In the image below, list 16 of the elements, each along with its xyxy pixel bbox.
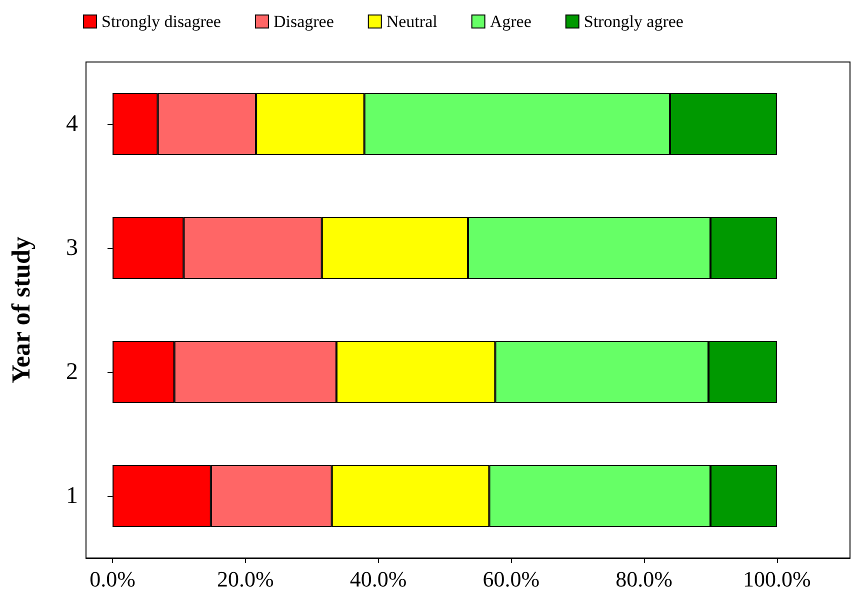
y-axis-title: Year of study bbox=[6, 236, 36, 384]
legend-label: Neutral bbox=[386, 12, 438, 31]
legend-label: Agree bbox=[490, 12, 532, 31]
y-tick-label: 1 bbox=[66, 483, 78, 509]
legend-label: Disagree bbox=[273, 12, 334, 31]
x-tick-label: 40.0% bbox=[350, 566, 407, 592]
x-tick-label: 0.0% bbox=[90, 566, 136, 592]
x-tick-label: 80.0% bbox=[616, 566, 672, 592]
y-tick-label: 4 bbox=[66, 111, 78, 137]
y-tick-label: 2 bbox=[66, 359, 78, 385]
x-tick-label: 100.0% bbox=[743, 566, 811, 592]
legend-label: Strongly agree bbox=[584, 12, 684, 31]
legend-label: Strongly disagree bbox=[102, 12, 221, 31]
x-tick-label: 20.0% bbox=[217, 566, 274, 592]
x-tick-label: 60.0% bbox=[482, 566, 540, 592]
y-tick-label: 3 bbox=[66, 235, 78, 261]
